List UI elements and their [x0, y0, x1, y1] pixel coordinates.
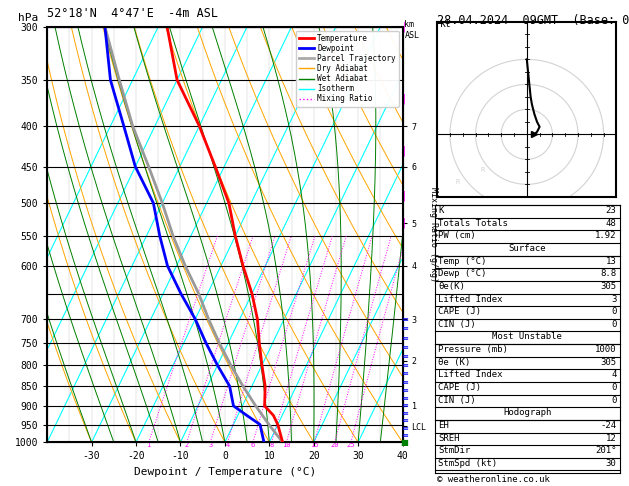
- Text: ≡: ≡: [401, 343, 408, 352]
- Text: 25: 25: [347, 442, 355, 448]
- Legend: Temperature, Dewpoint, Parcel Trajectory, Dry Adiabat, Wet Adiabat, Isotherm, Mi: Temperature, Dewpoint, Parcel Trajectory…: [296, 31, 399, 106]
- Text: ≡: ≡: [401, 401, 408, 410]
- Text: SREH: SREH: [438, 434, 460, 443]
- Text: ≡: ≡: [401, 369, 408, 378]
- Text: Lifted Index: Lifted Index: [438, 295, 503, 304]
- Text: 305: 305: [600, 282, 616, 291]
- Text: Pressure (mb): Pressure (mb): [438, 345, 508, 354]
- Text: 8.8: 8.8: [600, 269, 616, 278]
- Text: StmSpd (kt): StmSpd (kt): [438, 459, 498, 468]
- Text: 28.04.2024  09GMT  (Base: 06): 28.04.2024 09GMT (Base: 06): [437, 14, 629, 27]
- Text: Lifted Index: Lifted Index: [438, 370, 503, 380]
- Text: EH: EH: [438, 421, 449, 430]
- Text: ≡: ≡: [401, 417, 408, 425]
- Text: 0: 0: [611, 307, 616, 316]
- Text: 6: 6: [251, 442, 255, 448]
- Text: 10: 10: [282, 442, 291, 448]
- Text: ≡: ≡: [401, 314, 408, 324]
- Text: 1000: 1000: [595, 345, 616, 354]
- Text: ≡: ≡: [401, 361, 408, 370]
- Text: 13: 13: [606, 257, 616, 266]
- Text: 201°: 201°: [595, 446, 616, 455]
- Text: 0: 0: [611, 320, 616, 329]
- Text: 23: 23: [606, 206, 616, 215]
- Text: 1.92: 1.92: [595, 231, 616, 241]
- Text: θe(K): θe(K): [438, 282, 465, 291]
- Text: ≡: ≡: [401, 409, 408, 418]
- Text: |: |: [403, 191, 406, 201]
- Text: |: |: [403, 146, 406, 156]
- Y-axis label: hPa: hPa: [18, 13, 38, 22]
- Text: ≡: ≡: [401, 394, 408, 402]
- Text: 12: 12: [606, 434, 616, 443]
- X-axis label: Dewpoint / Temperature (°C): Dewpoint / Temperature (°C): [134, 467, 316, 477]
- Text: 15: 15: [310, 442, 318, 448]
- Text: 30: 30: [606, 459, 616, 468]
- Text: 4: 4: [225, 442, 230, 448]
- Text: © weatheronline.co.uk: © weatheronline.co.uk: [437, 474, 550, 484]
- Text: 0: 0: [611, 396, 616, 405]
- Text: Most Unstable: Most Unstable: [493, 332, 562, 342]
- Text: -24: -24: [600, 421, 616, 430]
- Text: R: R: [481, 167, 485, 173]
- Text: R: R: [455, 179, 459, 185]
- Text: CIN (J): CIN (J): [438, 320, 476, 329]
- Text: ≡: ≡: [401, 334, 408, 343]
- Text: K: K: [438, 206, 444, 215]
- Text: 0: 0: [611, 383, 616, 392]
- Text: CAPE (J): CAPE (J): [438, 383, 481, 392]
- Text: km
ASL: km ASL: [404, 20, 420, 40]
- Text: ≡: ≡: [401, 424, 408, 433]
- Text: Temp (°C): Temp (°C): [438, 257, 487, 266]
- Text: |: |: [403, 21, 406, 32]
- Text: ≡: ≡: [401, 352, 408, 361]
- Text: CAPE (J): CAPE (J): [438, 307, 481, 316]
- Text: 3: 3: [208, 442, 213, 448]
- Text: Hodograph: Hodograph: [503, 408, 552, 417]
- Text: StmDir: StmDir: [438, 446, 470, 455]
- Text: 52°18'N  4°47'E  -4m ASL: 52°18'N 4°47'E -4m ASL: [47, 7, 218, 20]
- Text: ≡: ≡: [401, 378, 408, 386]
- Text: Totals Totals: Totals Totals: [438, 219, 508, 228]
- Text: kt: kt: [440, 19, 452, 29]
- Text: |: |: [403, 218, 406, 228]
- Y-axis label: Mixing Ratio (g/kg): Mixing Ratio (g/kg): [429, 187, 438, 282]
- Text: Dewp (°C): Dewp (°C): [438, 269, 487, 278]
- Text: CIN (J): CIN (J): [438, 396, 476, 405]
- Text: |: |: [403, 94, 406, 104]
- Text: 2: 2: [185, 442, 189, 448]
- Text: 8: 8: [269, 442, 274, 448]
- Text: ≡: ≡: [401, 431, 408, 440]
- Text: ■: ■: [401, 438, 408, 447]
- Text: 305: 305: [600, 358, 616, 367]
- Text: ≡: ≡: [401, 386, 408, 395]
- Text: ≡: ≡: [401, 324, 408, 333]
- Text: Surface: Surface: [509, 244, 546, 253]
- Text: PW (cm): PW (cm): [438, 231, 476, 241]
- Text: 20: 20: [330, 442, 339, 448]
- Text: θe (K): θe (K): [438, 358, 470, 367]
- Text: 3: 3: [611, 295, 616, 304]
- Text: 48: 48: [606, 219, 616, 228]
- Text: 1: 1: [147, 442, 151, 448]
- Text: 4: 4: [611, 370, 616, 380]
